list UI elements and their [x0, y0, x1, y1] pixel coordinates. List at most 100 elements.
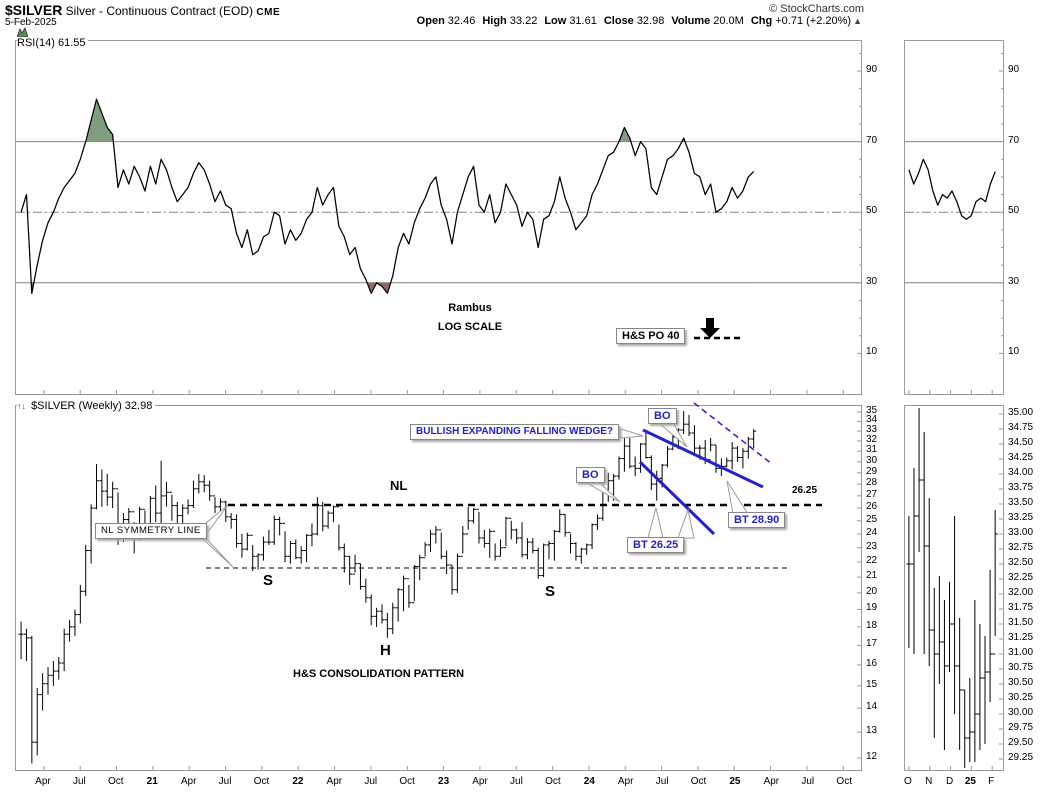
y-axis-label: 27	[866, 488, 878, 500]
y-axis-label: 14	[866, 701, 878, 713]
x-axis-label: N	[925, 776, 933, 787]
wedge-callout: BULLISH EXPANDING FALLING WEDGE?	[410, 424, 620, 440]
bt26-callout: BT 26.25	[627, 537, 685, 553]
x-axis-label: Apr	[763, 776, 780, 787]
quote-field-label: Chg	[750, 15, 773, 27]
quote-field-label: Open	[416, 15, 445, 27]
y-axis-label: 34.00	[1008, 467, 1034, 478]
y-axis-label: 25	[866, 513, 878, 525]
left-shoulder-label: S	[263, 572, 274, 589]
quote-field-label: High	[482, 15, 507, 27]
copyright: © StockCharts.com	[769, 3, 864, 15]
y-axis-label: 20	[866, 585, 878, 597]
x-axis-label: Oct	[545, 776, 561, 787]
y-axis-label: 30	[1008, 275, 1020, 287]
price-plot	[18, 411, 861, 770]
y-axis-label: 33	[866, 424, 878, 436]
x-axis-label: D	[945, 776, 954, 787]
rsi-line	[908, 158, 996, 220]
rsi-oversold-fill	[21, 282, 754, 294]
y-axis-label: 34.50	[1008, 437, 1034, 448]
rsi-area-icon	[17, 27, 28, 37]
y-axis-label: 10	[866, 346, 878, 358]
right-shoulder-label: S	[545, 583, 556, 600]
y-axis-label: 30.25	[1008, 692, 1034, 703]
x-axis-label: Apr	[180, 776, 197, 787]
y-axis-label: 90	[1008, 64, 1020, 75]
x-axis-label: Jul	[72, 776, 86, 787]
y-axis-label: 29	[866, 465, 878, 477]
y-axis-label: 29.75	[1008, 722, 1034, 733]
y-axis-label: 13	[866, 725, 878, 737]
quote-field-label: Volume	[671, 15, 711, 27]
instrument-name: Silver - Continuous Contract (EOD)	[65, 4, 254, 18]
y-axis-label: 50	[1008, 205, 1020, 217]
x-axis-label: 23	[438, 776, 450, 787]
y-axis-label: 16	[866, 658, 878, 669]
quote-summary: Open 32.46 High 33.22 Low 31.61 Close 32.98 Volu…	[410, 15, 862, 27]
ohlc-bars	[906, 408, 998, 768]
bo-lower-callout: BO	[576, 467, 605, 483]
x-axis-label: O	[904, 776, 912, 787]
x-axis-label: Oct	[253, 776, 270, 787]
y-axis-label: 35	[866, 405, 878, 416]
x-axis-label: Jul	[801, 776, 815, 787]
rsi-overbought-fill	[21, 99, 754, 142]
y-axis-label: 32	[866, 433, 878, 445]
quote-field-value: 32.46	[447, 15, 476, 27]
x-axis-label: Apr	[326, 776, 343, 787]
y-axis-label: 31.50	[1008, 617, 1034, 628]
change-up-arrow-icon: ▲	[853, 16, 862, 26]
price-objective-callout: H&S PO 40	[616, 328, 686, 344]
chart-title: $SILVER Silver - Continuous Contract (EO…	[5, 2, 280, 18]
ticker-symbol: $SILVER	[5, 2, 63, 18]
x-axis-label: 21	[146, 776, 158, 787]
x-axis-label: Jul	[655, 776, 669, 787]
y-axis-label: 21	[866, 570, 878, 582]
rsi-indicator-label: RSI(14) 61.55	[17, 27, 89, 49]
y-axis-label: 29.25	[1008, 752, 1034, 763]
y-axis-label: 10	[1008, 346, 1020, 358]
y-axis-label: 34	[866, 414, 878, 426]
y-axis-label: 30	[866, 275, 878, 287]
y-axis-label: 32.75	[1008, 542, 1034, 553]
x-axis-label: F	[988, 776, 995, 787]
y-axis-label: 12	[866, 751, 878, 762]
x-axis-label: Jul	[364, 776, 378, 787]
quote-field-value: 32.98	[636, 15, 665, 27]
head-label: H	[380, 642, 391, 659]
y-axis-label: 34.25	[1008, 452, 1034, 463]
updown-arrows-icon: ↑↓	[17, 401, 26, 411]
y-axis-label: 31.75	[1008, 602, 1034, 613]
y-axis-label: 35.00	[1008, 407, 1034, 418]
watermark-rambus: Rambus	[448, 302, 492, 314]
x-axis-label: 25	[964, 776, 976, 787]
bo-upper-callout: BO	[648, 408, 677, 424]
pattern-label: H&S CONSOLIDATION PATTERN	[293, 668, 465, 680]
y-axis-label: 30.00	[1008, 707, 1034, 718]
quote-field-label: Close	[603, 15, 634, 27]
y-axis-label: 17	[866, 638, 878, 650]
x-axis-label: 25	[729, 776, 741, 787]
mini-price-plot	[906, 408, 1003, 770]
y-axis-label: 33.25	[1008, 512, 1034, 523]
quote-field-value: +0.71 (+2.20%)	[775, 15, 852, 27]
bt29-callout: BT 28.90	[728, 512, 786, 528]
y-axis-label: 18	[866, 619, 878, 631]
x-axis-label: 22	[292, 776, 304, 787]
symmetry-callout: NL SYMMETRY LINE	[95, 523, 207, 539]
y-axis-label: 31.00	[1008, 647, 1034, 658]
x-axis-label: Apr	[35, 776, 51, 787]
y-axis-label: 29.50	[1008, 737, 1034, 748]
y-axis-label: 19	[866, 602, 878, 614]
y-axis-label: 33.75	[1008, 482, 1034, 493]
y-axis-label: 31.25	[1008, 632, 1034, 643]
y-axis-label: 32.50	[1008, 557, 1034, 568]
y-axis-label: 50	[866, 205, 878, 217]
exchange-label: CME	[256, 7, 281, 18]
y-axis-label: 34.75	[1008, 422, 1034, 433]
y-axis-label: 33.00	[1008, 527, 1034, 538]
price-panel	[15, 405, 862, 771]
y-axis-label: 31	[866, 444, 878, 456]
